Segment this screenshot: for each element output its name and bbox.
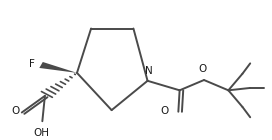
Text: O: O: [11, 106, 19, 116]
Text: OH: OH: [33, 128, 49, 138]
Text: N: N: [145, 66, 153, 76]
Polygon shape: [39, 62, 77, 73]
Text: O: O: [160, 106, 169, 116]
Text: O: O: [199, 64, 207, 74]
Text: F: F: [29, 59, 35, 69]
